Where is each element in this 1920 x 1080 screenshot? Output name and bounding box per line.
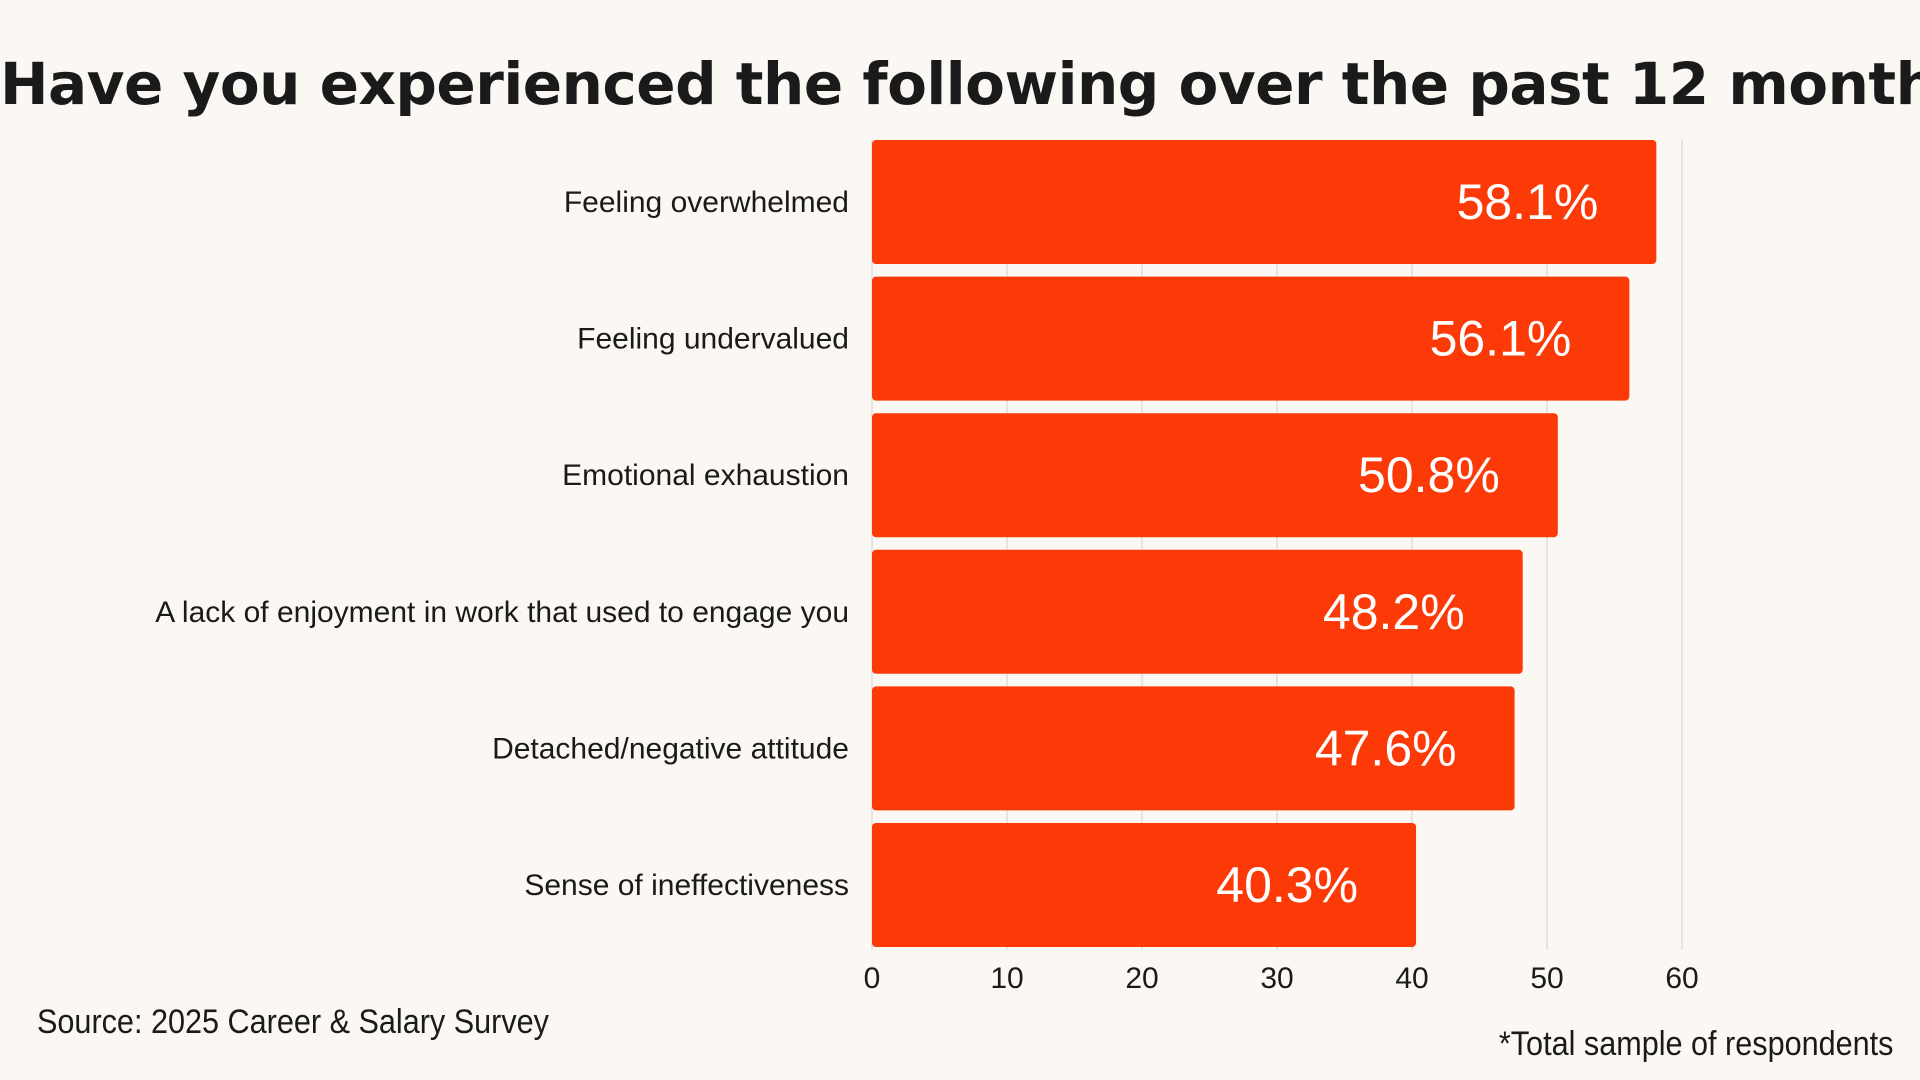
x-tick-label: 10 (990, 962, 1023, 995)
bar (872, 686, 1515, 811)
x-axis-ticks: 0 10 20 30 40 50 60 (864, 962, 1699, 995)
bar (872, 276, 1630, 401)
x-tick-label: 30 (1260, 962, 1293, 995)
bar-value-label: 58.1% (1457, 174, 1599, 230)
bar (872, 413, 1558, 538)
x-tick-label: 40 (1395, 962, 1428, 995)
x-tick-label: 50 (1530, 962, 1563, 995)
category-label: Detached/negative attitude (492, 732, 849, 765)
bar-value-label: 48.2% (1323, 584, 1465, 640)
category-label: Emotional exhaustion (562, 459, 849, 492)
gridlines (871, 140, 1683, 950)
x-tick-label: 20 (1125, 962, 1158, 995)
bar-value-label: 56.1% (1430, 311, 1572, 367)
chart-title: Have you experienced the following over … (0, 50, 1920, 118)
bar (872, 549, 1523, 674)
category-label: A lack of enjoyment in work that used to… (155, 596, 849, 629)
bar-value-label: 40.3% (1216, 857, 1358, 913)
category-label: Feeling undervalued (577, 323, 849, 356)
source-note: Source: 2025 Career & Salary Survey (37, 1003, 549, 1041)
bar-value-label: 47.6% (1315, 720, 1457, 776)
bar (872, 140, 1657, 264)
bar-value-label: 50.8% (1358, 447, 1500, 503)
category-labels: Feeling overwhelmed Feeling undervalued Em… (155, 186, 849, 902)
bar-chart: 58.1% 56.1% 50.8% 48.2% 47.6% 40.3% Feeling o… (155, 140, 1699, 995)
x-tick-label: 60 (1665, 962, 1698, 995)
bars: 58.1% 56.1% 50.8% 48.2% 47.6% 40.3% (872, 140, 1657, 947)
x-tick-label: 0 (864, 962, 881, 995)
category-label: Feeling overwhelmed (564, 186, 849, 219)
sample-footnote: *Total sample of respondents (1498, 1025, 1893, 1063)
bar (872, 823, 1417, 947)
category-label: Sense of ineffectiveness (524, 869, 849, 902)
